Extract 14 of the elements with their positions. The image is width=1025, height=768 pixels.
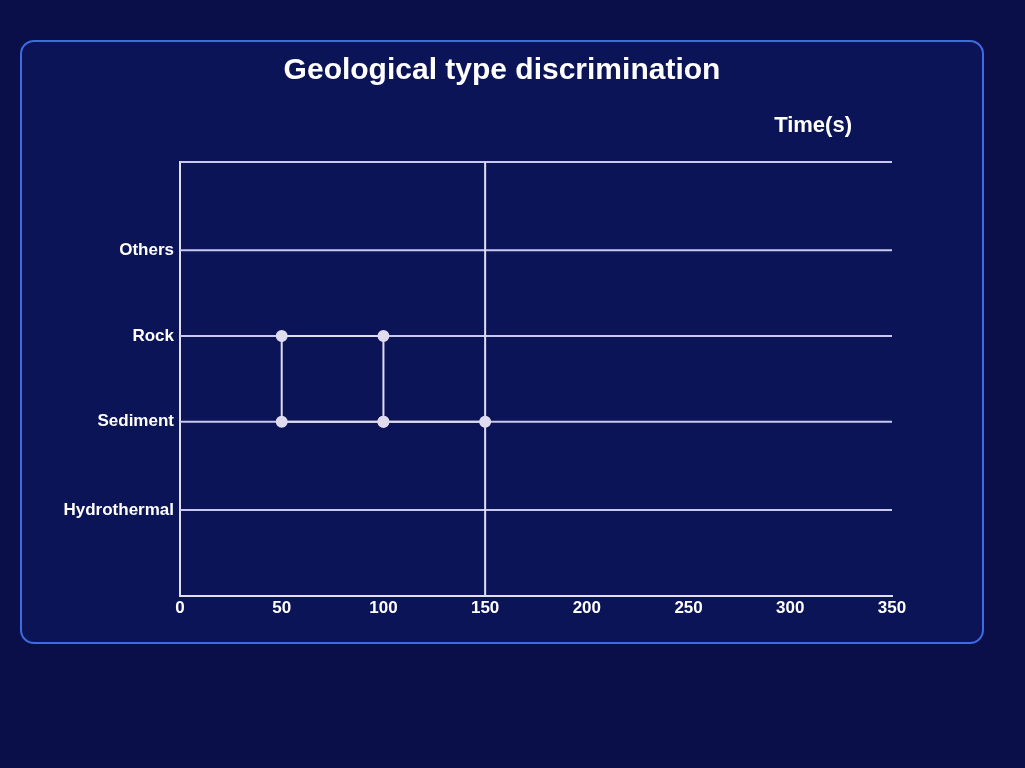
- ref-line-label: Others: [119, 239, 174, 259]
- ref-line-label: Rock: [132, 325, 175, 345]
- x-tick-label: 250: [674, 598, 703, 618]
- x-tick-label: 150: [470, 598, 500, 618]
- text: Time(s): [774, 112, 852, 138]
- x-tick-label: 350: [877, 598, 907, 618]
- ref-line-label: Hydrothermal: [63, 499, 174, 519]
- ref-line-label: Sediment: [97, 411, 175, 431]
- x-tick-label: 300: [776, 598, 805, 618]
- x-tick-label: 0: [175, 598, 185, 618]
- x-tick-label: 200: [572, 598, 602, 618]
- x-tick-label: 50: [272, 598, 292, 618]
- x-tick-label: 100: [369, 598, 398, 618]
- chart-title: Geological type discrimination: [282, 52, 722, 86]
